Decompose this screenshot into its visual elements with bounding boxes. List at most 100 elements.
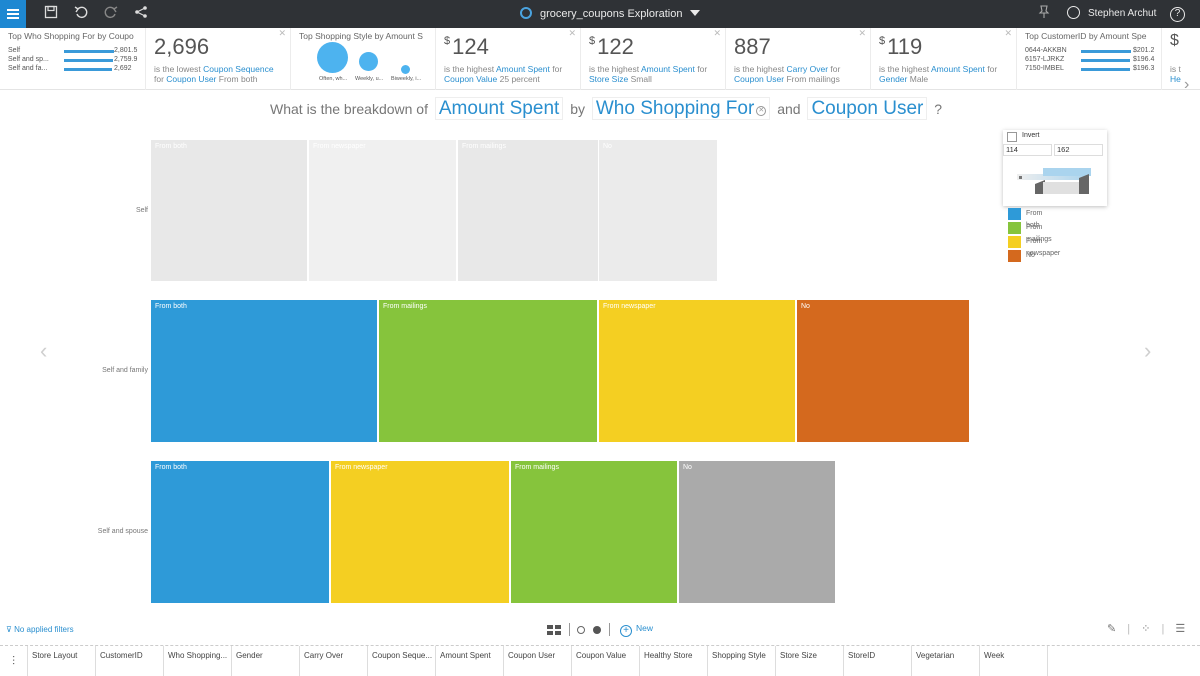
treemap-cell-label: From mailings [462,143,506,150]
field-column[interactable]: Store Size [776,646,844,676]
treemap-cell-label: No [603,143,612,150]
treemap-cell[interactable]: From newspaper [330,460,510,604]
close-icon[interactable]: ✕ [713,28,721,38]
range-max-input[interactable]: 162 [1054,144,1103,156]
treemap-cell[interactable]: From mailings [457,139,606,282]
treemap-cell[interactable]: No [796,299,970,443]
treemap-cell[interactable]: From mailings [378,299,598,443]
field2-selector[interactable]: Coupon User [807,97,928,120]
field-column[interactable]: Week [980,646,1048,676]
bubble [317,42,348,73]
close-icon[interactable]: ✕ [858,28,866,38]
treemap-cell[interactable]: No [598,139,718,282]
range-min-input[interactable]: 114 [1003,144,1052,156]
legend-swatch [1008,222,1021,234]
treemap-cell[interactable]: From both [150,139,308,282]
close-icon[interactable]: ✕ [278,28,286,38]
top-bar: grocery_coupons Exploration Stephen Arch… [0,0,1200,28]
bubble [359,52,378,71]
field-column[interactable]: Amount Spent [436,646,504,676]
insight-card-highest-amount-coupon-value[interactable]: $124 is the highest Amount Spent for Coup… [436,28,581,90]
field-column[interactable]: Coupon Value [572,646,640,676]
cards-next-arrow-icon[interactable]: › [1184,76,1190,93]
treemap-row-label: Self and spouse [97,528,148,535]
close-icon[interactable]: ✕ [1004,28,1012,38]
legend-swatch [1008,250,1021,262]
page-dot-active-icon[interactable] [593,626,601,634]
field-column[interactable]: Vegetarian [912,646,980,676]
treemap-cell[interactable]: From both [150,299,378,443]
insight-card-top-who-shopping[interactable]: Top Who Shopping For by Coupo Self 2,801.… [0,28,146,90]
question-mark: ? [934,101,943,117]
new-button[interactable]: + New [620,623,653,637]
save-icon[interactable] [42,5,60,23]
treemap-cell[interactable]: From newspaper [598,299,796,443]
treemap-row-label: Self [135,207,148,214]
insight-card-top-customer-id[interactable]: Top CustomerID by Amount Spe 0644-AKKBN $… [1017,28,1162,90]
insight-card-highest-amount-gender[interactable]: $119 is the highest Amount Spent for Gend… [871,28,1017,90]
field-bar: ⫶ Store Layout CustomerID Who Shopping... G… [0,645,1200,676]
pin-icon[interactable] [1038,5,1050,22]
field-column[interactable]: Shopping Style [708,646,776,676]
remove-field-icon[interactable]: ✕ [756,106,767,116]
question-bar: What is the breakdown of Amount Spent by… [270,97,943,120]
field1-selector[interactable]: Who Shopping For ✕ [591,97,771,120]
insight-card-lowest-coupon-sequence[interactable]: 2,696 is the lowest Coupon Sequence for C… [146,28,291,90]
card-subtitle: is the highest Amount Spent for Coupon Va… [444,64,563,84]
insight-card-highest-amount-store-size[interactable]: $122 is the highest Amount Spent for Stor… [581,28,726,90]
field-column[interactable]: StoreID [844,646,912,676]
insight-card-partial[interactable]: $ is t He [1162,28,1200,90]
color-range-panel: Invert 114 162 [1003,130,1107,206]
hamburger-menu-icon[interactable] [0,0,26,28]
field-column[interactable]: Gender [232,646,300,676]
field-column[interactable]: Store Layout [28,646,96,676]
exploration-title[interactable]: grocery_coupons Exploration [520,6,701,22]
field-column[interactable]: Healthy Store [640,646,708,676]
field-column[interactable]: CustomerID [96,646,164,676]
shapes-icon[interactable]: ⁘ [1141,623,1151,635]
field-column[interactable]: Who Shopping... [164,646,232,676]
exploration-title-text: grocery_coupons Exploration [540,8,683,20]
measure-selector[interactable]: Amount Spent [434,97,564,120]
card-big-value: 2,696 [154,34,210,59]
field1-label: Who Shopping For [595,98,755,119]
question-text: and [777,101,801,117]
next-arrow-icon[interactable]: › [1144,338,1152,363]
treemap-cell[interactable]: From both [150,460,330,604]
field-settings-icon[interactable]: ⫶ [0,646,28,676]
right-tools: ✎ | ⁘ | ☰ [1107,623,1186,635]
treemap-cell-label: No [801,303,810,310]
card-big-value: $119 [879,34,923,59]
treemap-cell[interactable]: From mailings [510,460,678,604]
legend-label: No [1026,252,1035,259]
question-text: by [570,101,585,117]
page-dot-icon[interactable] [577,626,585,634]
treemap-row-label: Self and family [102,367,148,374]
close-icon[interactable]: ✕ [568,28,576,38]
range-slider[interactable] [1013,164,1093,198]
user-menu[interactable]: Stephen Archut [1067,6,1156,22]
bubble-label: Often, wh... [319,76,348,82]
grid-view-icon[interactable] [547,625,561,635]
chevron-down-icon[interactable] [690,10,701,16]
previous-arrow-icon[interactable]: ‹ [40,338,48,363]
insight-card-top-shopping-style[interactable]: Top Shopping Style by Amount S Often, wh… [291,28,436,90]
field-column[interactable]: Carry Over [300,646,368,676]
field-column[interactable]: Coupon User [504,646,572,676]
share-icon[interactable] [132,5,150,23]
legend-label: From mailings [1026,224,1052,243]
treemap-cell-label: From mailings [383,303,427,310]
insight-card-highest-carry-over[interactable]: 887 is the highest Carry Over for Coupon … [726,28,871,90]
redo-icon[interactable] [102,5,120,23]
invert-checkbox[interactable] [1007,132,1017,142]
treemap-cell-label: From newspaper [603,303,656,310]
treemap-cell[interactable]: From newspaper [308,139,457,282]
list-icon[interactable]: ☰ [1175,623,1186,635]
help-icon[interactable]: ? [1170,7,1185,22]
filters-link[interactable]: ⊽ No applied filters [6,625,74,634]
pin-icon[interactable]: ✎ [1107,623,1117,635]
field-column[interactable]: Coupon Seque... [368,646,436,676]
undo-icon[interactable] [72,5,90,23]
treemap-cell[interactable]: No [678,460,836,604]
card-caption: Top Shopping Style by Amount S [299,31,423,41]
